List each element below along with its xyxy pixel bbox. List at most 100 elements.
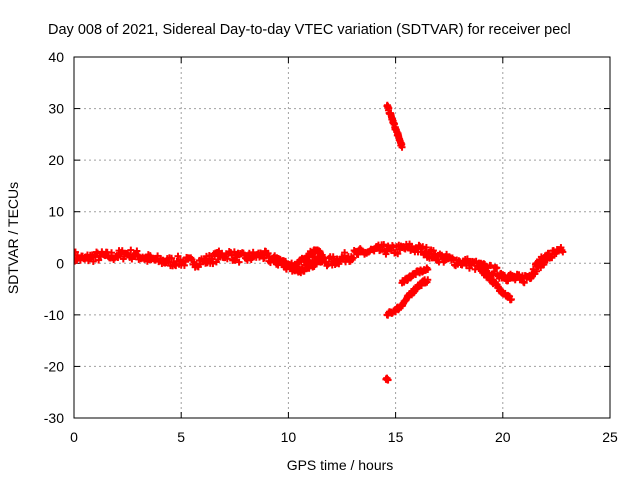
- series-1: [269, 254, 327, 277]
- data-point: [234, 256, 237, 264]
- data-point: [357, 250, 360, 258]
- x-tick-label: 5: [177, 429, 185, 445]
- data-point: [407, 244, 410, 252]
- data-point: [203, 255, 206, 263]
- data-point: [130, 255, 133, 263]
- data-point: [463, 257, 466, 265]
- data-point: [533, 270, 536, 278]
- data-point: [461, 261, 464, 269]
- y-tick-label: 20: [48, 152, 64, 168]
- data-point: [437, 251, 440, 259]
- data-point: [325, 262, 328, 270]
- data-point: [321, 253, 324, 261]
- data-point: [545, 251, 548, 259]
- data-point: [246, 256, 249, 264]
- data-point: [243, 251, 246, 259]
- data-point: [387, 242, 390, 250]
- data-point: [437, 258, 440, 266]
- data-point: [176, 252, 179, 260]
- data-point: [215, 258, 218, 266]
- data-point: [500, 269, 503, 277]
- series-2: [302, 246, 327, 264]
- data-point: [365, 249, 368, 257]
- data-point: [183, 261, 186, 269]
- data-point: [92, 257, 95, 265]
- data-point: [546, 256, 549, 264]
- data-point: [96, 249, 99, 257]
- data-point: [542, 257, 545, 265]
- data-point: [359, 245, 362, 253]
- data-point: [93, 251, 96, 259]
- data-point: [466, 255, 469, 263]
- data-point: [457, 257, 460, 265]
- data-point: [167, 258, 170, 266]
- data-point: [129, 246, 132, 254]
- data-point: [182, 257, 185, 265]
- data-point: [483, 260, 486, 268]
- data-point: [199, 260, 202, 268]
- y-tick-label: 40: [48, 49, 64, 65]
- data-point: [372, 246, 375, 254]
- data-point: [238, 258, 241, 266]
- data-point: [127, 251, 130, 259]
- data-point: [468, 264, 471, 272]
- data-point: [543, 259, 546, 267]
- grid: [74, 57, 610, 418]
- data-point: [427, 250, 430, 258]
- data-point: [443, 256, 446, 264]
- data-point: [242, 249, 245, 257]
- data-point: [100, 248, 103, 256]
- data-point: [208, 252, 211, 260]
- data-point: [251, 254, 254, 262]
- data-point: [119, 250, 122, 258]
- data-point: [401, 143, 404, 151]
- data-point: [258, 253, 261, 261]
- data-point: [216, 249, 219, 257]
- series-4: [383, 276, 432, 319]
- data-point: [387, 376, 390, 384]
- data-point: [293, 260, 296, 268]
- data-point: [224, 254, 227, 262]
- data-point: [74, 251, 79, 254]
- data-point: [470, 261, 473, 269]
- data-point: [99, 252, 102, 260]
- data-point: [328, 254, 331, 262]
- x-tick-label: 25: [602, 429, 618, 445]
- data-point: [414, 244, 417, 252]
- data-point: [135, 247, 138, 255]
- data-point: [267, 257, 270, 265]
- data-point: [434, 250, 437, 258]
- data-point: [145, 253, 148, 261]
- data-point: [319, 249, 322, 257]
- data-point: [381, 245, 384, 253]
- data-point: [327, 260, 330, 268]
- data-point: [550, 254, 553, 262]
- data-point: [410, 242, 413, 250]
- data-point: [136, 252, 139, 260]
- data-marks: [74, 101, 567, 384]
- data-point: [441, 254, 444, 262]
- data-point: [486, 263, 489, 271]
- data-point: [156, 252, 159, 260]
- series-5: [398, 264, 432, 287]
- data-point: [299, 269, 302, 277]
- data-point: [170, 254, 173, 262]
- data-point: [368, 247, 371, 255]
- data-point: [493, 268, 496, 276]
- data-point: [426, 276, 429, 284]
- data-point: [395, 243, 398, 251]
- data-point: [376, 243, 379, 251]
- data-point: [149, 252, 152, 260]
- data-point: [147, 251, 150, 259]
- data-point: [360, 246, 363, 254]
- data-point: [420, 282, 423, 290]
- data-point: [175, 257, 178, 265]
- series-6: [382, 374, 392, 384]
- data-point: [264, 247, 267, 255]
- data-point: [320, 258, 323, 266]
- data-point: [402, 243, 405, 251]
- data-point: [123, 253, 126, 261]
- data-point: [431, 254, 434, 262]
- data-point: [561, 248, 564, 256]
